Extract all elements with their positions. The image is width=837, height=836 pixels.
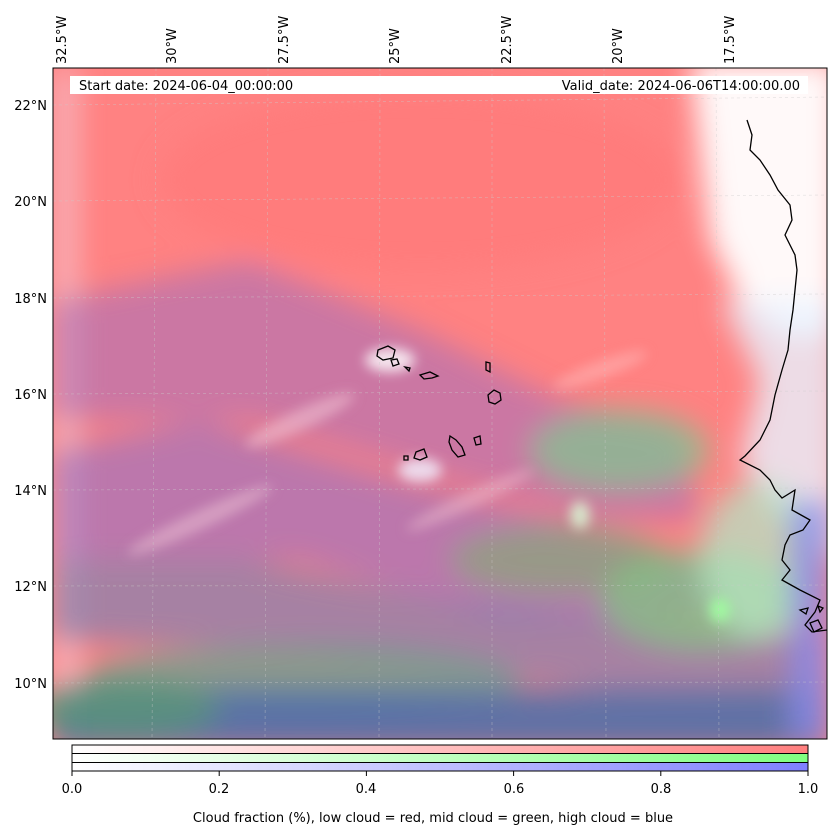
africa-coastline	[738, 119, 827, 633]
cloud-field	[53, 68, 827, 739]
lon-label: 20°W	[611, 28, 626, 64]
longitude-labels: 32.5°W 30°W 27.5°W 25°W 22.5°W 20°W 17.5…	[55, 16, 738, 64]
island-maio	[473, 435, 482, 446]
lon-label: 27.5°W	[277, 16, 292, 64]
island-sao-vicente	[390, 358, 400, 367]
colorbar-tick-label: 0.0	[62, 782, 83, 797]
lat-label: 10°N	[14, 677, 47, 692]
lon-label: 17.5°W	[723, 16, 738, 64]
start-date-label: Start date: 2024-06-04_00:00:00	[79, 79, 293, 94]
map-frame	[52, 67, 828, 740]
lon-label: 25°W	[388, 28, 403, 64]
colorbar-high-strip	[72, 763, 808, 771]
colorbar-tick-label: 0.4	[356, 782, 377, 797]
lon-label: 30°W	[165, 28, 180, 64]
lat-label: 22°N	[14, 99, 47, 114]
colorbar: 0.0 0.2 0.4 0.6 0.8 1.0 Cloud fraction (…	[62, 744, 819, 826]
lon-label: 32.5°W	[55, 16, 70, 64]
island-boa-vista	[487, 389, 502, 405]
island-santa-luzia	[403, 365, 411, 373]
bijagos-islands	[798, 604, 825, 633]
colorbar-tick-label: 1.0	[798, 782, 819, 797]
lat-label: 20°N	[14, 195, 47, 210]
island-brava	[403, 455, 409, 461]
island-santo-antao	[376, 345, 396, 361]
island-sao-nicolau	[418, 371, 440, 380]
colorbar-low-strip	[72, 745, 808, 753]
island-santiago	[448, 434, 466, 458]
lat-label: 18°N	[14, 292, 47, 307]
latitude-labels: 22°N 20°N 18°N 16°N 14°N 12°N 10°N	[14, 99, 47, 692]
date-banner	[70, 76, 808, 94]
map-gridlines	[53, 68, 827, 739]
colorbar-tick-label: 0.2	[209, 782, 230, 797]
coastlines	[376, 119, 827, 633]
lat-label: 16°N	[14, 388, 47, 403]
valid-date-label: Valid_date: 2024-06-06T14:00:00.00	[562, 79, 800, 94]
island-sal	[485, 361, 491, 374]
colorbar-caption: Cloud fraction (%), low cloud = red, mid…	[193, 811, 673, 826]
colorbar-tick-marks	[71, 771, 809, 776]
colorbar-tick-label: 0.6	[504, 782, 525, 797]
lon-label: 22.5°W	[500, 16, 515, 64]
island-fogo	[413, 448, 428, 461]
lat-label: 12°N	[14, 580, 47, 595]
lat-label: 14°N	[14, 484, 47, 499]
colorbar-tick-label: 0.8	[651, 782, 672, 797]
colorbar-mid-strip	[72, 754, 808, 762]
